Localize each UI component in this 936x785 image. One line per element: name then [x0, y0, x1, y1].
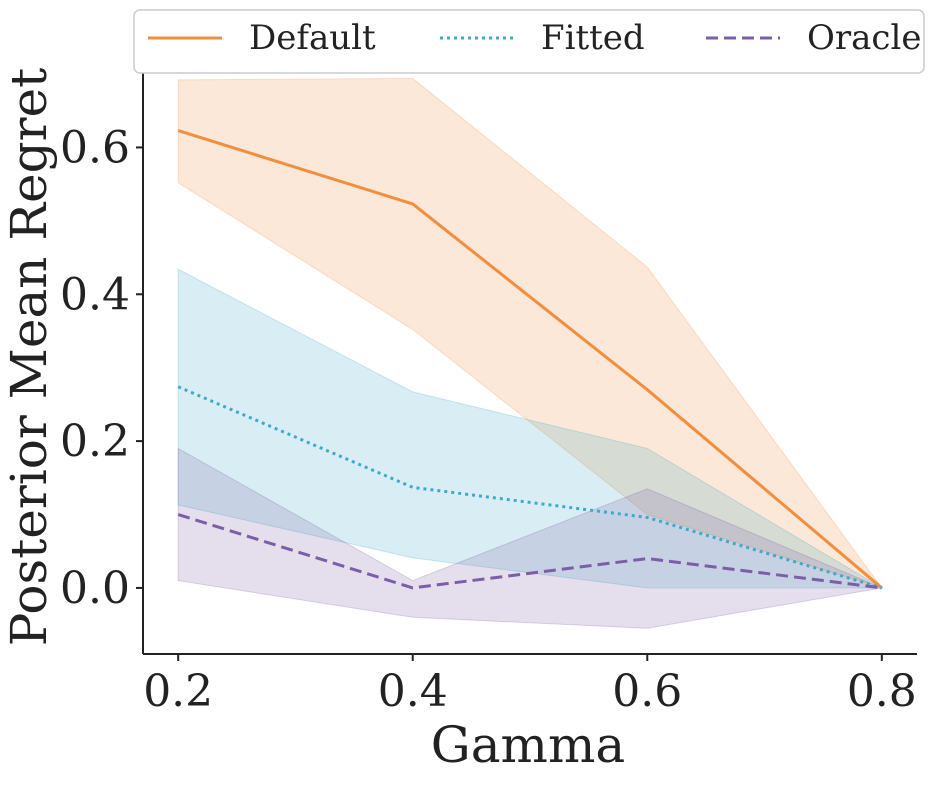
legend-box: [133, 9, 925, 74]
x-tick-label: 0.6: [612, 666, 682, 717]
oracle-band: [177, 447, 884, 629]
y-tick-label: 0.2: [60, 416, 130, 467]
oracle-point: [411, 586, 415, 590]
x-tick-label: 0.4: [378, 666, 448, 717]
legend: Default Fitted Oracle: [133, 9, 925, 74]
fitted-line: [177, 385, 883, 590]
x-axis-title: Gamma: [431, 716, 625, 774]
oracle-point: [880, 586, 884, 590]
y-tick-label: 0.6: [60, 122, 130, 173]
default-point: [411, 202, 415, 206]
x-tick-label: 0.8: [847, 666, 917, 717]
confidence-bands: [177, 77, 884, 629]
axes: [142, 52, 917, 655]
fitted-point: [411, 485, 415, 489]
oracle-line: [177, 513, 883, 590]
fitted-band: [177, 268, 884, 589]
y-tick-label: 0.4: [60, 269, 130, 320]
y-axis-title: Posterior Mean Regret: [0, 68, 58, 646]
y-ticks: 0.0 0.2 0.4 0.6: [60, 122, 143, 614]
default-point: [176, 129, 180, 133]
x-ticks: 0.2 0.4 0.6 0.8: [143, 654, 917, 717]
x-tick-label: 0.2: [143, 666, 213, 717]
oracle-point: [176, 513, 180, 517]
oracle-point: [645, 557, 649, 561]
default-legend-label: Default: [249, 18, 376, 58]
default-band: [177, 77, 884, 589]
fitted-legend-label: Fitted: [541, 18, 645, 58]
series-lines: [176, 129, 884, 590]
fitted-point: [176, 385, 180, 389]
default-line: [177, 129, 883, 590]
fitted-point: [645, 515, 649, 519]
oracle-legend-label: Oracle: [807, 18, 921, 58]
y-tick-label: 0.0: [60, 563, 130, 614]
default-point: [645, 388, 649, 392]
